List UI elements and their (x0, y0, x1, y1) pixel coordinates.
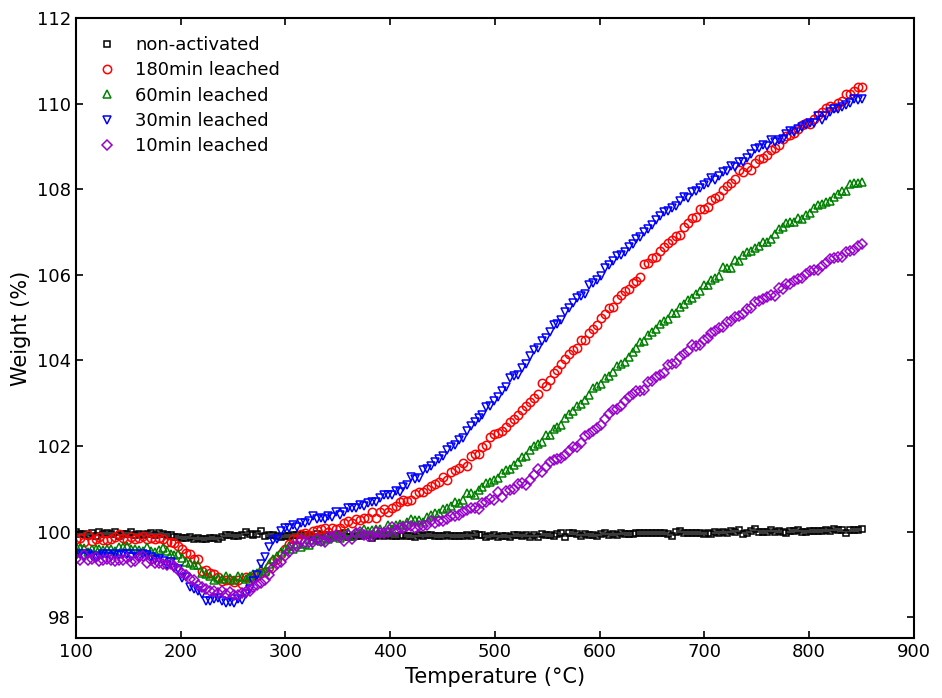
10min leached (284, 549, 295, 557)
30min leached (118, 550, 129, 558)
non-activated (201, 535, 212, 543)
30min leached (70, 551, 81, 559)
10min leached (118, 556, 129, 564)
60min leached (118, 543, 129, 551)
non-activated (102, 529, 113, 537)
30min leached (102, 550, 113, 558)
60min leached (102, 544, 113, 553)
180min leached (856, 83, 868, 91)
Line: non-activated: non-activated (73, 526, 865, 542)
60min leached (284, 542, 295, 551)
Line: 180min leached: 180min leached (72, 83, 866, 588)
60min leached (856, 177, 868, 186)
X-axis label: Temperature (°C): Temperature (°C) (405, 667, 585, 687)
non-activated (792, 526, 804, 534)
Y-axis label: Weight (%): Weight (%) (11, 271, 31, 386)
Legend: non-activated, 180min leached, 60min leached, 30min leached, 10min leached: non-activated, 180min leached, 60min lea… (85, 27, 289, 164)
30min leached (284, 524, 295, 532)
Line: 30min leached: 30min leached (72, 94, 866, 607)
10min leached (856, 240, 868, 248)
10min leached (102, 555, 113, 563)
180min leached (284, 540, 295, 549)
180min leached (792, 124, 804, 133)
30min leached (820, 112, 832, 120)
30min leached (792, 125, 804, 133)
180min leached (118, 534, 129, 542)
non-activated (118, 530, 129, 538)
non-activated (70, 528, 81, 536)
non-activated (220, 531, 232, 540)
180min leached (102, 535, 113, 544)
30min leached (856, 94, 868, 103)
180min leached (820, 104, 832, 112)
non-activated (856, 526, 868, 534)
10min leached (820, 259, 832, 267)
non-activated (820, 526, 832, 534)
10min leached (70, 554, 81, 563)
10min leached (792, 275, 804, 283)
Line: 60min leached: 60min leached (72, 177, 866, 584)
30min leached (228, 599, 239, 607)
Line: 10min leached: 10min leached (73, 241, 865, 599)
10min leached (228, 591, 239, 600)
60min leached (820, 198, 832, 207)
30min leached (217, 596, 228, 604)
non-activated (284, 532, 295, 540)
180min leached (217, 577, 228, 585)
60min leached (70, 542, 81, 550)
180min leached (70, 535, 81, 543)
60min leached (792, 214, 804, 223)
10min leached (217, 587, 228, 595)
60min leached (228, 576, 239, 584)
60min leached (217, 574, 228, 583)
non-activated (828, 525, 839, 533)
180min leached (236, 580, 247, 588)
